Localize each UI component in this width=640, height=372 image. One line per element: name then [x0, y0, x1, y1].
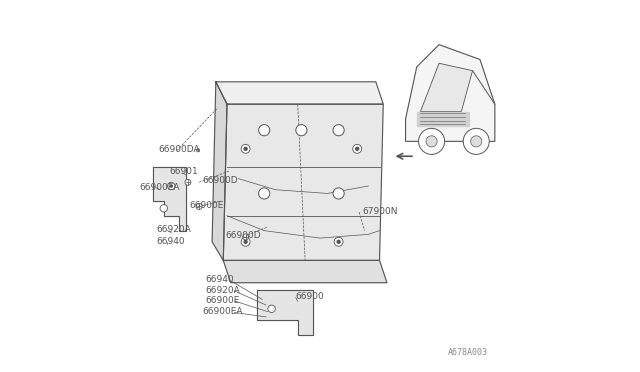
- Circle shape: [333, 188, 344, 199]
- Circle shape: [241, 144, 250, 153]
- Circle shape: [160, 205, 168, 212]
- Circle shape: [259, 188, 270, 199]
- Circle shape: [268, 305, 275, 312]
- Text: 66900D: 66900D: [203, 176, 239, 185]
- Text: A678A003: A678A003: [447, 348, 488, 357]
- Circle shape: [337, 240, 340, 243]
- Text: 66900EA: 66900EA: [140, 183, 180, 192]
- Circle shape: [168, 182, 175, 190]
- Polygon shape: [257, 290, 312, 335]
- Text: 66940: 66940: [205, 275, 234, 284]
- Circle shape: [196, 203, 202, 209]
- Circle shape: [170, 185, 172, 187]
- Circle shape: [353, 144, 362, 153]
- Text: 66900: 66900: [296, 292, 324, 301]
- Text: 66940: 66940: [156, 237, 185, 246]
- Circle shape: [241, 237, 250, 246]
- Text: 66920A: 66920A: [156, 225, 191, 234]
- Circle shape: [463, 128, 489, 154]
- Polygon shape: [417, 112, 468, 126]
- Text: 67900N: 67900N: [363, 207, 398, 216]
- Circle shape: [356, 147, 358, 150]
- Polygon shape: [406, 45, 495, 141]
- Polygon shape: [196, 148, 200, 152]
- Text: 66900D: 66900D: [225, 231, 260, 240]
- Circle shape: [185, 179, 191, 185]
- Circle shape: [259, 125, 270, 136]
- Circle shape: [333, 125, 344, 136]
- Polygon shape: [216, 82, 383, 104]
- Polygon shape: [152, 167, 186, 231]
- Text: 66900DA: 66900DA: [158, 145, 200, 154]
- Circle shape: [296, 125, 307, 136]
- Polygon shape: [420, 63, 472, 112]
- Text: 66920A: 66920A: [205, 286, 240, 295]
- Text: 66901: 66901: [170, 167, 198, 176]
- Polygon shape: [212, 82, 227, 260]
- Text: 66900EA: 66900EA: [202, 307, 243, 316]
- Circle shape: [419, 128, 445, 154]
- Polygon shape: [223, 104, 383, 260]
- Circle shape: [243, 234, 248, 240]
- Text: 66900E: 66900E: [205, 296, 240, 305]
- Circle shape: [244, 147, 247, 150]
- Circle shape: [244, 240, 247, 243]
- Circle shape: [470, 136, 482, 147]
- Polygon shape: [223, 260, 387, 283]
- Circle shape: [334, 237, 343, 246]
- Circle shape: [426, 136, 437, 147]
- Text: 66900E: 66900E: [189, 201, 223, 210]
